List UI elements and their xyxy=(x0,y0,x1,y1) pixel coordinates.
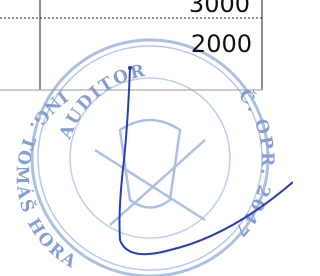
page: AUDITOR ING. TOMÁŠ HORA Č. OPR. 2047 300… xyxy=(0,0,293,276)
stamp: AUDITOR ING. TOMÁŠ HORA Č. OPR. 2047 xyxy=(12,40,277,276)
signature-dot xyxy=(128,66,132,70)
stamp-right: Č. OPR. 2047 xyxy=(229,85,278,241)
cell: 2000 xyxy=(191,30,252,58)
cell: 3000 xyxy=(189,0,250,18)
